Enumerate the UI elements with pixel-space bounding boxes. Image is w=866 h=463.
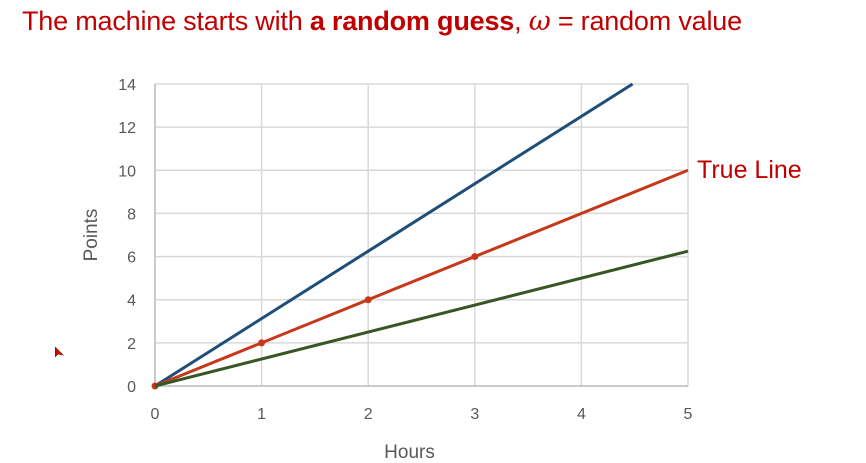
title-text: The machine starts with: [22, 6, 310, 36]
true-line-label: True Line: [697, 156, 802, 184]
title-comma: ,: [514, 6, 529, 36]
x-tick-label: 3: [470, 406, 479, 423]
x-tick-label: 1: [257, 406, 266, 423]
y-axis-label: Points: [81, 209, 102, 262]
title-suffix: = random value: [550, 6, 742, 36]
mouse-cursor-icon: [54, 344, 65, 363]
data-point: [364, 296, 372, 304]
slide-title: The machine starts with a random guess, …: [22, 6, 742, 37]
x-tick-label: 0: [151, 406, 160, 423]
series-line-3: [154, 249, 689, 388]
data-point: [471, 253, 479, 261]
x-tick-label: 2: [364, 406, 373, 423]
y-tick-label: 2: [127, 336, 136, 353]
y-tick-label: 6: [127, 250, 136, 267]
series-line-1: [154, 168, 689, 388]
omega-symbol: ω: [528, 6, 551, 37]
y-tick-label: 8: [127, 206, 136, 223]
y-tick-label: 0: [127, 379, 136, 396]
y-tick-label: 10: [118, 163, 136, 180]
y-tick-label: 4: [127, 293, 136, 310]
x-tick-label: 4: [577, 406, 586, 423]
x-axis-label: Hours: [384, 442, 435, 463]
y-tick-label: 12: [118, 120, 136, 137]
y-tick-label: 14: [118, 77, 136, 94]
title-bold: a random guess: [309, 6, 515, 36]
data-point: [258, 339, 266, 347]
x-tick-label: 5: [684, 406, 693, 423]
series-line-0: [154, 82, 634, 388]
